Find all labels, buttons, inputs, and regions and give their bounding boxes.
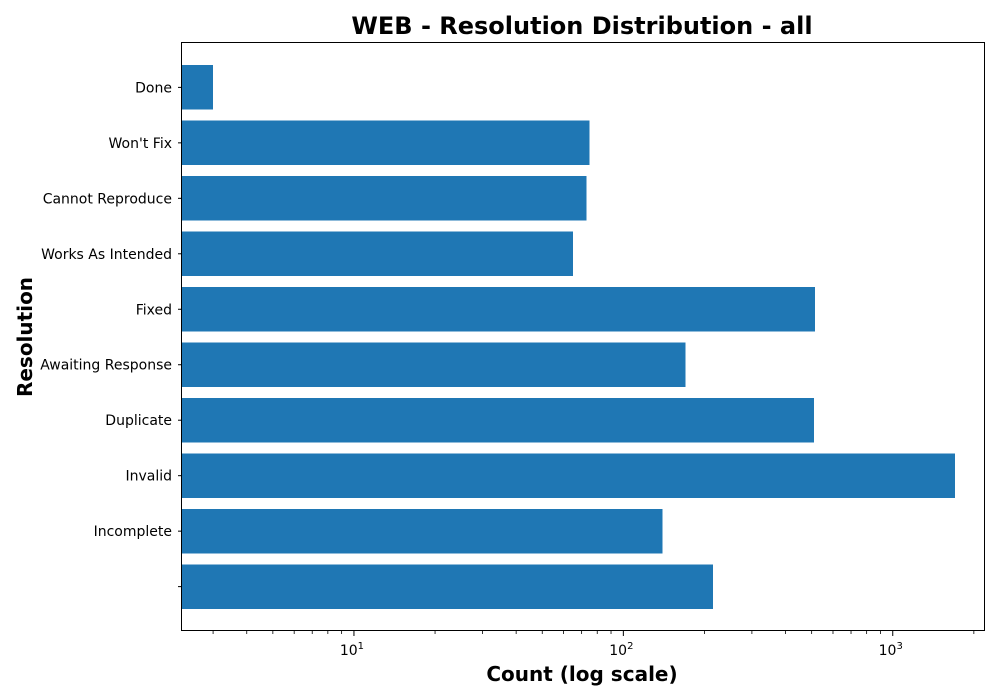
bar-8 (182, 120, 590, 166)
chart-title: WEB - Resolution Distribution - all (351, 12, 812, 40)
x-tick-label: 103 (879, 641, 903, 659)
bar-4 (182, 342, 686, 387)
x-ticks: 101 102 103 (212, 631, 975, 659)
y-tick-label: Cannot Reproduce (43, 191, 172, 207)
y-tick-label: Fixed (136, 302, 172, 318)
y-tick-label: Won't Fix (109, 136, 172, 152)
x-tick-label: 101 (340, 641, 364, 659)
bar-0 (182, 564, 713, 609)
bar-5 (182, 287, 816, 332)
y-tick-label: Invalid (125, 469, 172, 485)
plot-frame (181, 42, 985, 631)
bar-2 (182, 453, 955, 498)
y-axis-label: Resolution (13, 277, 37, 397)
y-tick-label: Done (135, 80, 172, 96)
bar-1 (182, 508, 663, 554)
bar-6 (182, 231, 573, 276)
bar-3 (182, 398, 814, 443)
bar-9 (182, 65, 214, 110)
bars-layer (182, 65, 955, 609)
bar-7 (182, 176, 587, 221)
y-tick-label: Duplicate (105, 413, 172, 429)
y-ticks: Incomplete Invalid Duplicate Awaiting Respo… (40, 80, 182, 588)
x-axis-label: Count (log scale) (486, 662, 677, 686)
y-tick-label: Awaiting Response (40, 358, 172, 374)
x-tick-label: 102 (609, 641, 633, 659)
y-tick-label: Works As Intended (41, 247, 172, 263)
y-tick-label: Incomplete (94, 524, 172, 540)
